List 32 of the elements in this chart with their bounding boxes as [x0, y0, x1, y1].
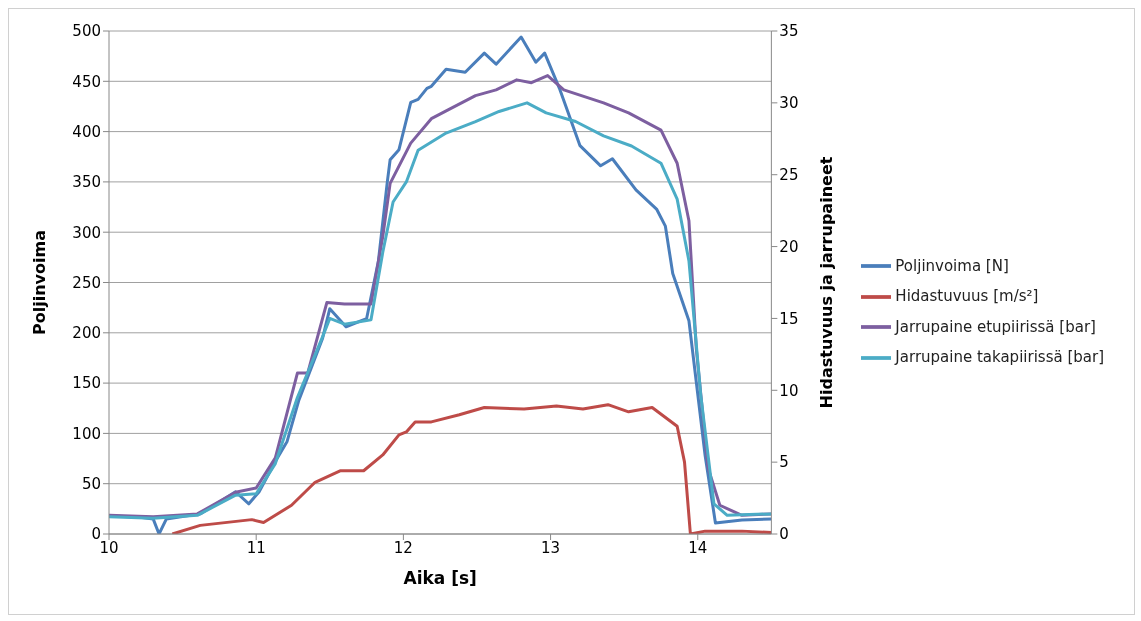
- y-tick-label: 200: [72, 324, 101, 343]
- y2-tick-label: 15: [779, 309, 799, 328]
- y-tick-label: 50: [81, 475, 101, 494]
- x-tick-label: 12: [393, 538, 413, 557]
- legend-label: Jarrupaine etupiirissä [bar]: [895, 317, 1096, 336]
- line-series: [170, 403, 772, 534]
- y2-tick-label: 20: [779, 237, 799, 256]
- legend-label: Poljinvoima [N]: [895, 256, 1009, 275]
- y2-tick-label: 0: [779, 525, 789, 544]
- y-tick-label: 450: [72, 72, 101, 91]
- x-tick-label: 13: [541, 538, 561, 557]
- y-tick-label: 400: [72, 122, 101, 141]
- x-tick-label: 14: [688, 538, 708, 557]
- y-tick-label: 300: [72, 223, 101, 242]
- y2-tick-label: 10: [779, 381, 799, 400]
- y-tick-label: 350: [72, 173, 101, 192]
- y2-tick-label: 30: [779, 94, 799, 113]
- y-tick-label: 250: [72, 273, 101, 292]
- y2-tick-label: 35: [779, 22, 799, 41]
- y2-axis-title: Hidastuvuus ja jarrupaineet: [817, 156, 837, 409]
- y2-tick-label: 25: [779, 166, 799, 185]
- x-tick-label: 11: [246, 538, 266, 557]
- y-tick-label: 500: [72, 22, 101, 41]
- y-axis-title: Poljinvoima: [29, 230, 49, 335]
- y-tick-label: 150: [72, 374, 101, 393]
- y-tick-label: 0: [91, 525, 101, 544]
- y-tick-label: 100: [72, 424, 101, 443]
- y2-tick-label: 5: [779, 453, 789, 472]
- x-tick-label: 10: [99, 538, 119, 557]
- legend-label: Hidastuvuus [m/s²]: [895, 287, 1039, 305]
- x-axis-title: Aika [s]: [403, 568, 477, 588]
- legend-label: Jarrupaine takapiirissä [bar]: [895, 348, 1104, 366]
